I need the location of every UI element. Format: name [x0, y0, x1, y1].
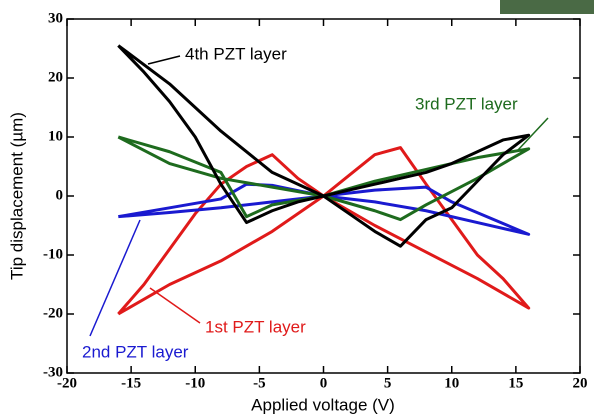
x-tick-label: -20: [57, 375, 77, 391]
y-tick-label: 30: [48, 10, 63, 26]
leader-line: [517, 117, 549, 151]
y-axis-label: Tip displacement (µm): [7, 112, 26, 280]
y-tick-label: -30: [43, 364, 63, 380]
leader-line: [147, 55, 181, 65]
y-tick-label: -20: [43, 305, 63, 321]
x-axis-label: Applied voltage (V): [251, 395, 395, 414]
series-annotation: 3rd PZT layer: [415, 94, 518, 113]
series-line: [117, 146, 531, 316]
series-line: [117, 135, 531, 222]
y-tick-label: 10: [48, 128, 63, 144]
y-tick-label: -10: [43, 246, 63, 262]
x-tick-label: 0: [320, 375, 328, 391]
y-tick-label: 20: [48, 69, 63, 85]
x-tick-label: -5: [253, 375, 266, 391]
series-line: [117, 44, 531, 248]
x-tick-label: 20: [573, 375, 588, 391]
x-tick-label: 10: [444, 375, 459, 391]
photo-corner: [500, 0, 594, 14]
leader-line: [89, 219, 141, 337]
x-tick-label: 5: [384, 375, 392, 391]
series-line: [118, 182, 531, 236]
series-annotation: 4th PZT layer: [185, 44, 287, 63]
x-tick-label: -10: [185, 375, 205, 391]
x-tick-label: 15: [508, 375, 523, 391]
leader-line: [149, 287, 201, 324]
series-annotation: 1st PZT layer: [205, 317, 306, 336]
y-tick-label: 0: [56, 187, 64, 203]
x-tick-label: -15: [121, 375, 141, 391]
series-annotation: 2nd PZT layer: [82, 342, 189, 361]
